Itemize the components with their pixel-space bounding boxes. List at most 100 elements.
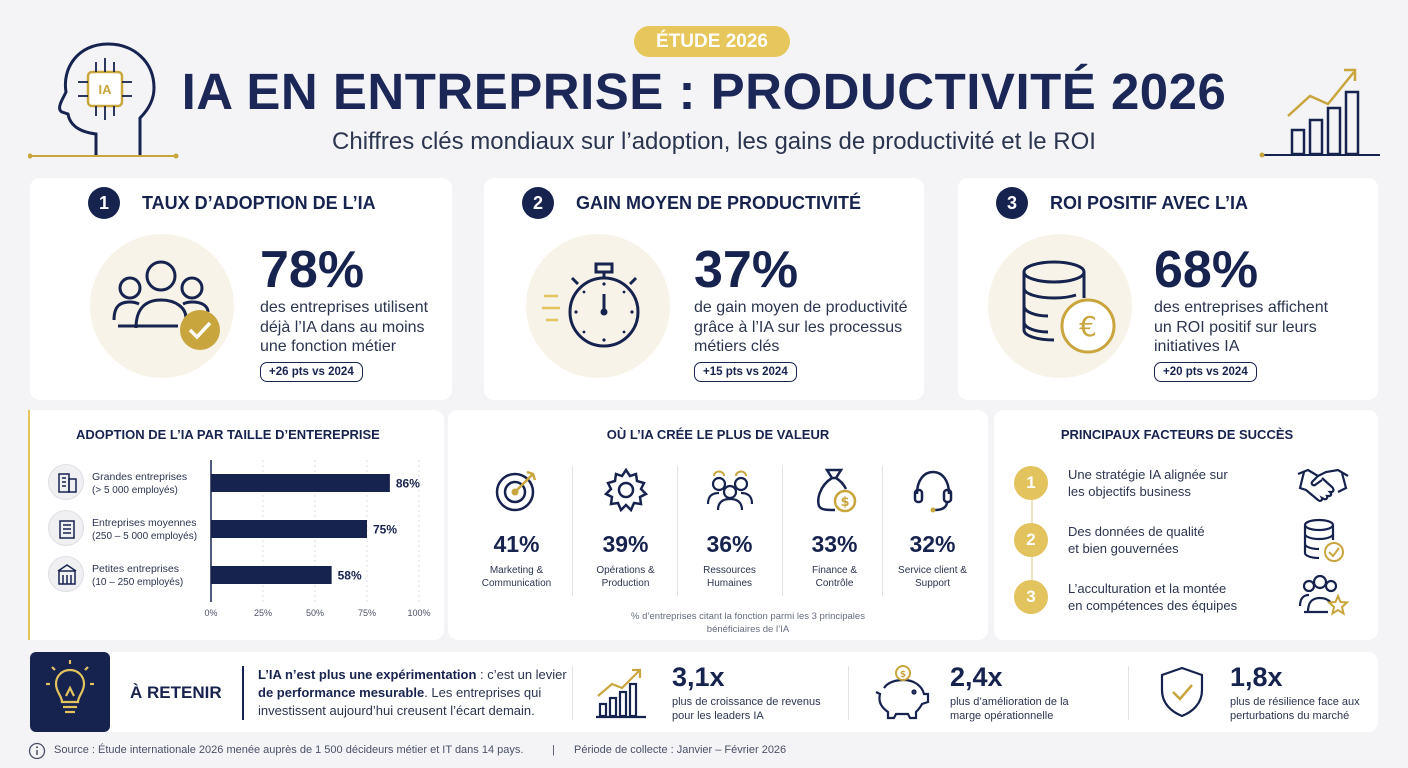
stat-line: plus d’amélioration de la — [950, 696, 1069, 708]
value-label: Marketing & Communication — [464, 564, 569, 590]
growth-bars-icon — [1259, 68, 1380, 158]
value-percent: 33% — [811, 531, 858, 557]
factor-line: et bien gouvernées — [1068, 540, 1179, 556]
value-label-line: Ressources — [703, 565, 756, 576]
category-label: Grandes entreprises (> 5 000 employés) — [92, 471, 187, 497]
kpi-icon-bg — [988, 234, 1132, 378]
users-check-icon — [112, 260, 220, 350]
value-label-line: Finance & — [811, 565, 858, 576]
divider — [882, 466, 883, 596]
key-takeaways-bar: À RETENIR L’IA n’est plus une expériment… — [30, 652, 1378, 732]
coins-euro-icon: € — [1022, 260, 1116, 354]
info-icon — [28, 742, 46, 760]
factor-number: 1 — [1014, 466, 1048, 500]
value-column: 39% Opérations & Production — [573, 466, 678, 590]
takeaway-span: : c’est un levier — [476, 667, 567, 682]
kpi-value: 68% — [1154, 241, 1259, 299]
kpi-card-adoption: 1 TAUX D’ADOPTION DE L’IA 78% des entrep… — [30, 178, 452, 400]
kpi-delta-pill: +15 pts vs 2024 — [694, 362, 797, 382]
value-column: 36% Ressources Humaines — [677, 466, 782, 590]
factor-number: 2 — [1014, 523, 1048, 557]
x-tick-label: 50% — [306, 608, 324, 618]
kpi-description: des entreprises affichent un ROI positif… — [1154, 299, 1329, 355]
kpi-icon-bg — [526, 234, 670, 378]
building-large-icon — [48, 464, 84, 500]
stat-value: 2,4x — [950, 662, 1003, 692]
value-label-line: Marketing & — [489, 565, 544, 576]
kpi-card-roi: 3 ROI POSITIF AVEC L’IA € 68% des entrep… — [958, 178, 1378, 400]
value-percent: 32% — [909, 531, 956, 557]
bar-value-label: 58% — [338, 569, 362, 583]
value-percent: 39% — [602, 531, 649, 557]
svg-text:IA: IA — [99, 82, 113, 97]
footer-period: Période de collecte : Janvier – Février … — [574, 744, 787, 756]
value-label-line: Humaines — [706, 578, 753, 589]
stat-line: plus de résilience face aux — [1230, 696, 1360, 708]
adoption-by-size-panel: ADOPTION DE L’IA PAR TAILLE D’ENTEREPRIS… — [28, 410, 444, 640]
gear-icon — [603, 467, 648, 513]
factor-number: 3 — [1014, 580, 1048, 614]
value-creation-panel: OÙ L’IA CRÉE LE PLUS DE VALEUR 41% Marke… — [448, 410, 988, 640]
bar-value-label: 86% — [396, 477, 420, 491]
stat-line: marge opérationnelle — [950, 710, 1054, 722]
divider — [572, 666, 573, 720]
value-column: 41% Marketing & Communication — [464, 466, 569, 590]
factor-line: L’acculturation et la montée — [1068, 581, 1227, 596]
svg-text:$: $ — [840, 495, 849, 510]
kpi-card-productivity: 2 GAIN MOYEN DE PRODUCTIVITÉ 37% de gain… — [484, 178, 924, 400]
bar — [211, 520, 367, 538]
kpi-number: 3 — [996, 187, 1028, 219]
money-bag-icon: $ — [816, 468, 856, 513]
factor-text: L’acculturation et la montée en compétenc… — [1068, 581, 1268, 614]
svg-text:€: € — [1079, 310, 1097, 343]
kpi-delta-pill: +26 pts vs 2024 — [260, 362, 363, 382]
factor-text: Des données de qualité et bien gouvernées — [1068, 524, 1268, 557]
takeaway-bold: L’IA n’est plus une expérimentation — [258, 667, 477, 682]
value-column: $ 33% Finance & Contrôle — [782, 466, 887, 590]
takeaway-bold: de performance mesurable — [258, 685, 425, 700]
bar — [211, 566, 332, 584]
store-icon — [48, 556, 84, 592]
kpi-description: des entreprises utilisent déjà l’IA dans… — [260, 299, 429, 355]
value-percent: 36% — [706, 531, 753, 557]
category-sub: (> 5 000 employés) — [92, 485, 178, 496]
category-label: Entreprises moyennes (250 – 5 000 employé… — [92, 517, 197, 543]
bar — [211, 474, 390, 492]
takeaway-title: À RETENIR — [130, 683, 222, 702]
page-title: IA EN ENTREPRISE : PRODUCTIVITÉ 2026 — [181, 63, 1227, 120]
value-percent: 41% — [493, 531, 540, 557]
piggy-bank-icon: $ — [875, 665, 930, 720]
divider — [572, 466, 573, 596]
category-name: Petites entreprises — [92, 563, 179, 575]
divider — [1128, 666, 1129, 720]
value-label-line: Production — [601, 578, 650, 589]
value-label-line: Communication — [481, 578, 552, 589]
category-sub: (250 – 5 000 employés) — [92, 531, 198, 542]
value-label: Opérations & Production — [573, 564, 678, 590]
divider — [848, 666, 849, 720]
value-label-line: Support — [914, 578, 951, 589]
kpi-title: GAIN MOYEN DE PRODUCTIVITÉ — [576, 193, 862, 213]
value-column: 32% Service client & Support — [880, 466, 985, 590]
stat-line: perturbations du marché — [1230, 710, 1350, 722]
factor-line: Des données de qualité — [1068, 524, 1205, 539]
kpi-value: 78% — [260, 241, 365, 299]
x-tick-label: 25% — [254, 608, 272, 618]
team-icon — [706, 470, 753, 511]
stat-line: plus de croissance de revenus — [672, 696, 821, 708]
headset-icon — [913, 470, 952, 513]
stat-label: plus d’amélioration de la marge opération… — [950, 695, 1120, 723]
category-label: Petites entreprises (10 – 250 employés) — [92, 563, 183, 589]
value-label-line: Service client & — [898, 565, 967, 576]
category-name: Grandes entreprises — [92, 471, 188, 483]
footer-source: Source : Étude internationale 2026 menée… — [54, 744, 524, 756]
divider — [677, 466, 678, 596]
brain-ai-icon: IA — [28, 42, 179, 159]
value-label-line: Contrôle — [815, 578, 854, 589]
value-label-line: Opérations & — [596, 565, 655, 576]
section-title: OÙ L’IA CRÉE LE PLUS DE VALEUR — [606, 427, 830, 442]
database-check-icon — [1303, 518, 1344, 562]
x-tick-label: 100% — [407, 608, 430, 618]
success-factors-panel: PRINCIPAUX FACTEURS DE SUCCÈS 1 Une stra… — [994, 410, 1378, 640]
kpi-number: 1 — [88, 187, 120, 219]
